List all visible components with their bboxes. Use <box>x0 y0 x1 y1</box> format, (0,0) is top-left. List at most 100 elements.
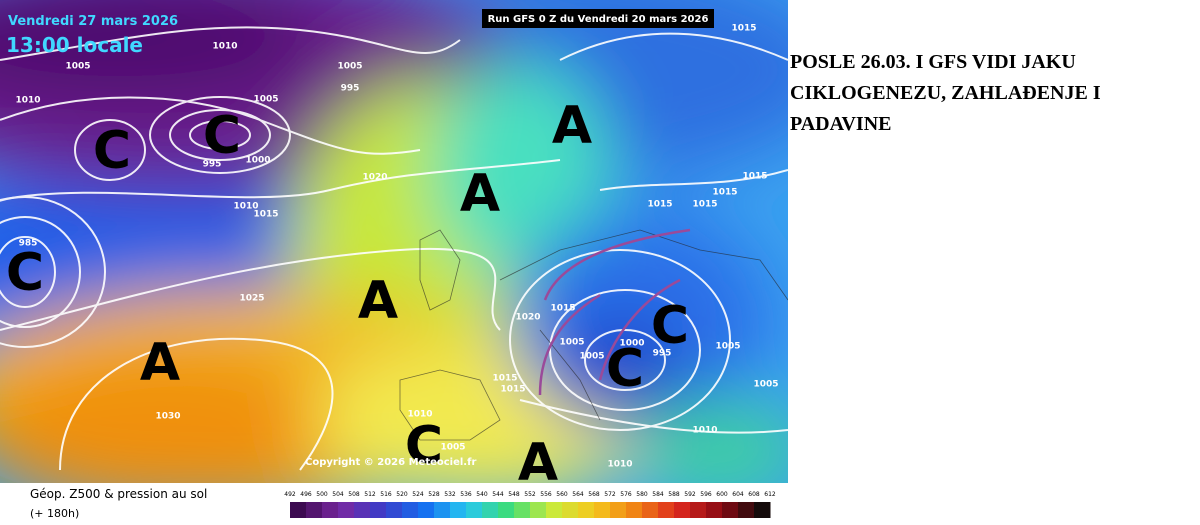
scale-label: 532 <box>444 491 456 498</box>
pressure-label: 1005 <box>440 443 465 453</box>
pressure-center: A <box>518 433 558 493</box>
pressure-label: 1005 <box>715 342 740 352</box>
pressure-label: 1005 <box>253 95 278 105</box>
scale-cell <box>418 502 435 518</box>
valid-date: Vendredi 27 mars 2026 <box>8 14 178 29</box>
scale-cell <box>450 502 467 518</box>
pressure-center: C <box>93 121 131 181</box>
coastlines <box>399 229 788 441</box>
pressure-label: 1030 <box>155 412 180 422</box>
pressure-center: C <box>6 243 44 303</box>
pressure-center: C <box>203 106 241 166</box>
pressure-label: 1005 <box>559 338 584 348</box>
pressure-label: 1005 <box>65 62 90 72</box>
scale-cell <box>642 502 659 518</box>
height-field <box>0 0 788 483</box>
scale-cell <box>546 502 563 518</box>
scale-label: 492 <box>284 491 296 498</box>
scale-cell <box>434 502 451 518</box>
isobars <box>0 26 788 471</box>
pressure-label: 1015 <box>742 172 767 182</box>
scale-cell <box>530 502 547 518</box>
scale-label: 504 <box>332 491 344 498</box>
pressure-center: C <box>651 296 689 356</box>
pressure-center: A <box>552 96 592 156</box>
scale-cell <box>562 502 579 518</box>
pressure-label: 1010 <box>212 42 237 52</box>
scale-label: 528 <box>428 491 440 498</box>
annotation-line: PADAVINE <box>790 113 892 135</box>
footer-lead: (+ 180h) <box>30 507 79 520</box>
pressure-center: C <box>405 416 443 476</box>
pressure-label: 1025 <box>239 294 264 304</box>
pressure-label: 1010 <box>607 460 632 470</box>
pressure-label: 1020 <box>515 313 540 323</box>
scale-cell <box>754 502 771 518</box>
scale-label: 596 <box>700 491 712 498</box>
scale-cell <box>674 502 691 518</box>
scale-cell <box>466 502 483 518</box>
scale-cell <box>626 502 643 518</box>
pressure-label: 1010 <box>692 426 717 436</box>
scale-label: 536 <box>460 491 472 498</box>
pressure-label: 1000 <box>245 156 270 166</box>
scale-label: 584 <box>652 491 664 498</box>
scale-label: 612 <box>764 491 776 498</box>
scale-cell <box>610 502 627 518</box>
scale-label: 556 <box>540 491 552 498</box>
scale-label: 520 <box>396 491 408 498</box>
valid-time: 13:00 locale <box>6 33 143 57</box>
pressure-labels: 1010100510101005995100510009951020101010… <box>15 24 778 470</box>
scale-label: 544 <box>492 491 504 498</box>
pressure-label: 1005 <box>579 352 604 362</box>
pressure-label: 1000 <box>619 339 644 349</box>
scale-label: 572 <box>604 491 616 498</box>
pressure-label: 1015 <box>492 374 517 384</box>
scale-cell <box>290 502 307 518</box>
scale-cell <box>322 502 339 518</box>
scale-label: 552 <box>524 491 536 498</box>
pressure-label: 1010 <box>407 410 432 420</box>
pressure-label: 995 <box>203 160 222 170</box>
scale-cell <box>594 502 611 518</box>
scale-label: 500 <box>316 491 328 498</box>
pressure-label: 1010 <box>15 96 40 106</box>
annotation: POSLE 26.03. I GFS VIDI JAKU CIKLOGENEZU,… <box>790 51 1101 135</box>
pressure-label: 995 <box>653 349 672 359</box>
scale-label: 592 <box>684 491 696 498</box>
scale-cell <box>338 502 355 518</box>
pressure-center: A <box>460 164 500 224</box>
scale-label: 588 <box>668 491 680 498</box>
scale-cell <box>370 502 387 518</box>
color-scale: 492 496 500 504 508 512 516 520 524 528 532 536 540 5… <box>284 491 776 518</box>
scale-label: 564 <box>572 491 584 498</box>
scale-label: 576 <box>620 491 632 498</box>
pressure-center: A <box>140 333 180 393</box>
scale-cell <box>386 502 403 518</box>
scale-cell <box>482 502 499 518</box>
pressure-label: 1005 <box>753 380 778 390</box>
pressure-label: 1015 <box>731 24 756 34</box>
scale-cell <box>658 502 675 518</box>
scale-label: 512 <box>364 491 376 498</box>
pressure-label: 1015 <box>253 210 278 220</box>
pressure-label: 1015 <box>550 304 575 314</box>
scale-label: 608 <box>748 491 760 498</box>
pressure-label: 985 <box>19 239 38 249</box>
footer-title: Géop. Z500 & pression au sol <box>30 487 207 501</box>
pressure-label: 1005 <box>337 62 362 72</box>
scale-label: 516 <box>380 491 392 498</box>
scale-cell <box>706 502 723 518</box>
scale-label: 540 <box>476 491 488 498</box>
pressure-label: 1010 <box>233 202 258 212</box>
pressure-center: A <box>358 271 398 331</box>
scale-cell <box>514 502 531 518</box>
scale-label: 600 <box>716 491 728 498</box>
scale-label: 568 <box>588 491 600 498</box>
map: 1010100510101005995100510009951020101010… <box>0 0 788 493</box>
scale-cell <box>306 502 323 518</box>
pressure-label: 1015 <box>500 385 525 395</box>
